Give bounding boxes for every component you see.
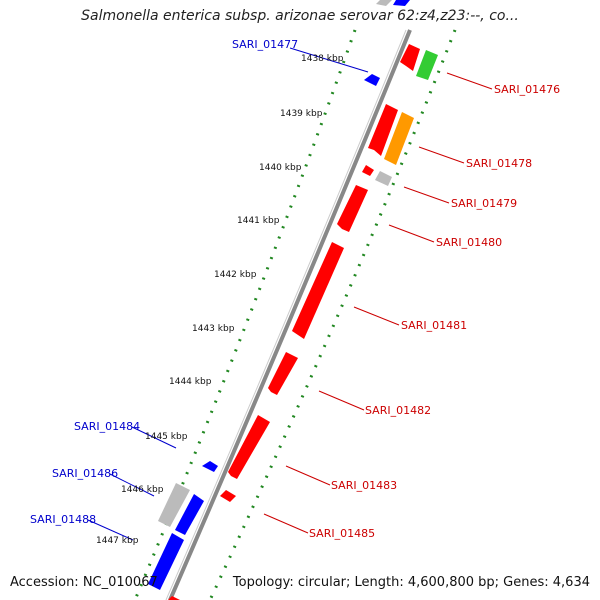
tick-label: 1444 kbp xyxy=(169,377,212,387)
gene-block-sari-01476 xyxy=(400,44,420,71)
gene-block-sari-01482 xyxy=(268,352,298,395)
gene-block-top-gray xyxy=(376,0,392,6)
tick-label: 1445 kbp xyxy=(145,432,188,442)
map-title: Salmonella enterica subsp. arizonae sero… xyxy=(81,8,519,24)
inner-dotted-track xyxy=(208,29,457,600)
tick-label: 1446 kbp xyxy=(121,485,164,495)
gene-label-sari-01486[interactable]: SARI_01486 xyxy=(52,467,118,480)
gene-block-sari-01486-blue xyxy=(175,494,204,535)
tick-label: 1447 kbp xyxy=(96,536,139,546)
gene-labels: SARI_01476 SARI_01477 SARI_01478 SARI_01… xyxy=(30,38,560,540)
gene-block-top-blue xyxy=(393,0,410,6)
accession-text: Accession: NC_010067 xyxy=(10,575,158,590)
gene-label-sari-01484[interactable]: SARI_01484 xyxy=(74,420,140,433)
genome-backbone-shadow xyxy=(165,29,407,600)
gene-block-sari-01485 xyxy=(220,490,236,502)
gene-blocks xyxy=(148,0,438,600)
label-connectors xyxy=(87,47,493,541)
genome-backbone xyxy=(168,29,412,600)
tick-label: 1443 kbp xyxy=(192,324,235,334)
gene-block-sari-01488 xyxy=(148,533,184,590)
gene-block-sari-01479-gray xyxy=(375,171,392,186)
topology-text: Topology: circular; Length: 4,600,800 bp… xyxy=(232,575,590,590)
gene-block-sari-01484 xyxy=(202,461,218,472)
gene-label-sari-01483[interactable]: SARI_01483 xyxy=(331,479,397,492)
gene-block-green xyxy=(416,50,438,80)
tick-labels: 1438 kbp 1439 kbp 1440 kbp 1441 kbp 1442… xyxy=(96,54,344,546)
gene-label-sari-01485[interactable]: SARI_01485 xyxy=(309,527,375,540)
gene-label-sari-01481[interactable]: SARI_01481 xyxy=(401,319,467,332)
tick-label: 1439 kbp xyxy=(280,109,323,119)
gene-block-sari-01483 xyxy=(228,415,270,479)
gene-label-sari-01479[interactable]: SARI_01479 xyxy=(451,197,517,210)
tick-label: 1441 kbp xyxy=(237,216,280,226)
tick-label: 1442 kbp xyxy=(214,270,257,280)
tick-label: 1438 kbp xyxy=(301,54,344,64)
gene-block-bottom-red xyxy=(168,596,180,600)
gene-label-sari-01477[interactable]: SARI_01477 xyxy=(232,38,298,51)
gene-block-sari-01478-orange xyxy=(384,112,414,165)
gene-block-sari-01479-red xyxy=(362,165,374,176)
gene-label-sari-01476[interactable]: SARI_01476 xyxy=(494,83,560,96)
gene-block-sari-01481 xyxy=(292,242,344,339)
tick-label: 1440 kbp xyxy=(259,163,302,173)
gene-block-sari-01486 xyxy=(158,483,190,527)
gene-block-sari-01478-red xyxy=(368,104,398,156)
gene-label-sari-01480[interactable]: SARI_01480 xyxy=(436,236,502,249)
gene-label-sari-01478[interactable]: SARI_01478 xyxy=(466,157,532,170)
gene-block-sari-01477 xyxy=(364,74,380,86)
gene-block-sari-01480 xyxy=(337,185,368,232)
gene-label-sari-01482[interactable]: SARI_01482 xyxy=(365,404,431,417)
gene-label-sari-01488[interactable]: SARI_01488 xyxy=(30,513,96,526)
